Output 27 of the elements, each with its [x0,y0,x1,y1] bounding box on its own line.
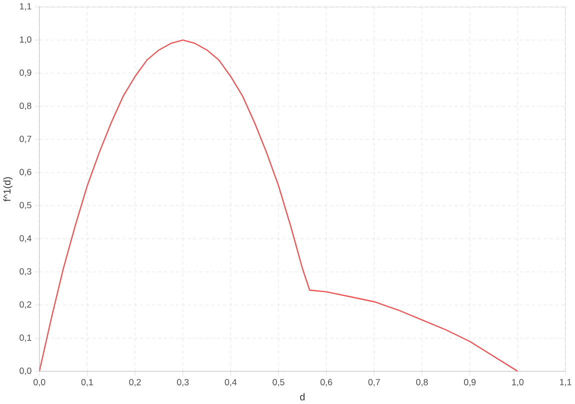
x-axis-title: d [300,393,305,401]
x-tick-label: 0,1 [81,379,93,386]
y-tick-label: 0,8 [20,102,32,110]
x-tick-label: 0,5 [272,379,284,386]
x-tick-label: 0,3 [177,379,189,386]
x-tick-label: 0,9 [464,379,476,386]
y-tick-label: 0,5 [20,202,32,210]
x-tick-label: 0,6 [320,379,332,386]
y-axis-title: f^1(d) [3,177,13,202]
y-tick-label: 1,1 [20,3,32,11]
y-tick-label: 0,6 [20,169,32,176]
y-tick-label: 0,0 [20,368,32,376]
line-series [39,40,518,372]
x-tick-label: 0,7 [368,379,380,386]
y-tick-label: 0,1 [20,334,32,342]
x-tick-label: 0,0 [34,379,46,386]
y-tick-label: 1,0 [20,36,32,44]
x-tick-label: 0,4 [224,379,237,386]
x-tick-label: 0,2 [129,379,141,386]
x-tick-label: 1,0 [512,379,524,386]
y-tick-label: 0,2 [20,302,32,309]
y-tick-label: 0,7 [20,136,32,144]
y-tick-label: 0,4 [20,235,32,243]
y-tick-label: 0,9 [20,70,32,77]
x-tick-label: 0,8 [416,379,428,386]
x-tick-label: 1,1 [560,379,572,386]
y-tick-label: 0,3 [20,268,32,276]
